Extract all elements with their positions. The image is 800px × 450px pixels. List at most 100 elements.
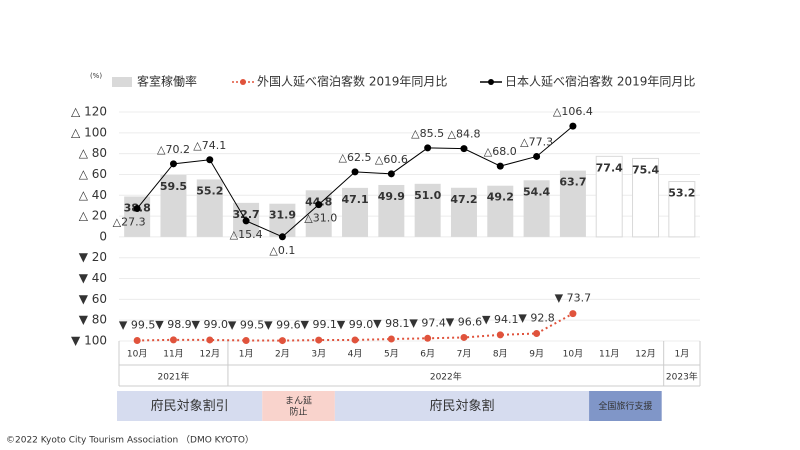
- line-value-label: △0.1: [269, 244, 295, 257]
- point: [206, 336, 214, 344]
- x-tick-label: 11月: [163, 349, 183, 360]
- line-value-label: ▼ 92.8: [518, 312, 554, 325]
- x-tick-label: 8月: [493, 349, 508, 360]
- point: [424, 144, 432, 152]
- line-value-label: △68.0: [484, 145, 517, 158]
- x-tick-label: 10月: [127, 349, 147, 360]
- y-tick-label: ▼ 20: [79, 250, 107, 264]
- point: [351, 168, 359, 176]
- line-value-label: ▼ 73.7: [555, 292, 591, 305]
- point: [460, 145, 468, 153]
- point: [315, 336, 323, 344]
- bar: [196, 179, 223, 237]
- point: [569, 310, 577, 318]
- point: [387, 335, 395, 343]
- x-tick-label: 5月: [384, 349, 399, 360]
- line-value-label: ▼ 98.1: [373, 317, 409, 330]
- bar-value-label: 63.7: [559, 176, 586, 189]
- legend-swatch: [488, 79, 494, 85]
- bar-value-label: 51.0: [414, 189, 441, 202]
- x-tick-label: 6月: [420, 349, 435, 360]
- legend-label: 客室稼働率: [137, 74, 197, 89]
- bar: [450, 187, 477, 237]
- bar-value-label: 77.4: [596, 161, 623, 174]
- period-label: まん延防止: [285, 394, 312, 417]
- point: [169, 160, 177, 168]
- bar-value-label: 75.4: [632, 163, 659, 176]
- period-label: 全国旅行支援: [598, 400, 652, 412]
- y-tick-label: ▼ 80: [79, 313, 107, 327]
- line-value-label: ▼ 98.9: [155, 318, 191, 331]
- bar-value-label: 32.7: [233, 208, 260, 221]
- line-value-label: △70.2: [157, 143, 190, 156]
- bar: [523, 180, 550, 237]
- period-band: [589, 391, 662, 421]
- line-value-label: ▼ 99.1: [300, 318, 336, 331]
- line-value-label: ▼ 97.4: [409, 316, 445, 329]
- point: [387, 170, 395, 178]
- point: [533, 330, 541, 338]
- point: [169, 336, 177, 344]
- y-tick-label: ▼ 60: [79, 292, 107, 306]
- point: [133, 204, 141, 212]
- line-value-label: ▼ 99.5: [228, 318, 264, 331]
- line-value-label: △84.8: [447, 128, 480, 141]
- point: [533, 152, 541, 160]
- y-tick-label: 0: [99, 229, 107, 243]
- bar-value-label: 47.2: [450, 193, 477, 206]
- line-value-label: △62.5: [339, 151, 372, 164]
- point: [315, 201, 323, 209]
- point: [460, 333, 468, 341]
- line-value-label: △15.4: [230, 228, 263, 241]
- period-label: 府民対象割: [429, 398, 494, 414]
- x-tick-label: 7月: [457, 349, 472, 360]
- point: [496, 162, 504, 170]
- footer: ©2022 Kyoto City Tourism Association （DM…: [6, 435, 254, 446]
- period-band: [334, 391, 590, 421]
- bar: [378, 184, 405, 237]
- y-tick-label: △ 60: [79, 167, 107, 181]
- period-band: [117, 391, 263, 421]
- x-tick-label: 10月: [563, 349, 583, 360]
- unit-label: (%): [90, 72, 102, 80]
- line-value-label: ▼ 99.5: [119, 318, 155, 331]
- bar-value-label: 53.2: [668, 187, 695, 200]
- line-value-label: △74.1: [193, 139, 226, 152]
- bar-value-label: 49.2: [487, 191, 514, 204]
- line-value-label: ▼ 99.0: [337, 318, 373, 331]
- x-tick-label: 1月: [239, 349, 254, 360]
- period-label: 府民対象割引: [151, 398, 229, 414]
- y-tick-label: △ 40: [79, 188, 107, 202]
- bar-value-label: 49.9: [378, 190, 405, 203]
- point: [351, 336, 359, 344]
- y-tick-label: △ 20: [79, 209, 107, 223]
- line-value-label: ▼ 99.6: [264, 319, 300, 332]
- bar: [487, 185, 514, 237]
- bar: [160, 174, 187, 237]
- legend-swatch: [240, 79, 246, 85]
- x-tick-label: 12月: [200, 349, 220, 360]
- line-value-label: △85.5: [411, 127, 444, 140]
- point: [242, 336, 250, 344]
- x-tick-label: 4月: [348, 349, 363, 360]
- bar: [342, 187, 369, 237]
- period-band: [262, 391, 335, 421]
- point: [206, 156, 214, 164]
- bar-value-label: 59.5: [160, 180, 187, 193]
- bar-value-label: 31.9: [269, 209, 296, 222]
- x-tick-label: 3月: [311, 349, 326, 360]
- bar: [595, 155, 623, 238]
- line-value-label: ▼ 96.6: [446, 315, 482, 328]
- bar: [269, 203, 296, 237]
- bar: [305, 190, 332, 237]
- point: [278, 233, 286, 241]
- y-tick-label: △ 120: [71, 105, 107, 119]
- x-tick-label: 12月: [635, 349, 655, 360]
- x-tick-label: 1月: [674, 349, 689, 360]
- y-tick-label: △ 100: [71, 125, 107, 139]
- point: [569, 122, 577, 130]
- point: [278, 337, 286, 345]
- bar: [559, 170, 586, 237]
- bar-value-label: 55.2: [196, 184, 223, 197]
